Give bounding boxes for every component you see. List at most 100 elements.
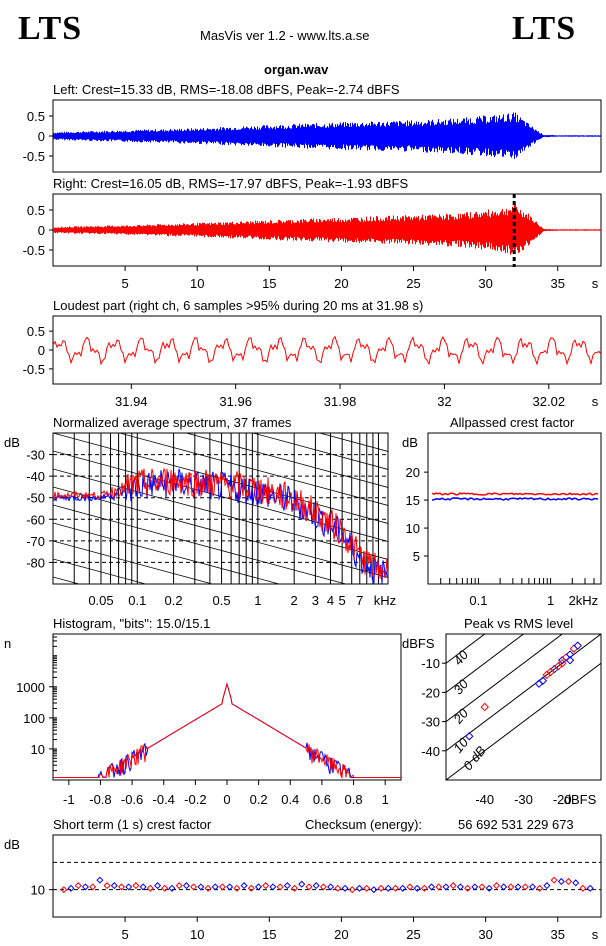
crest-point-right [363,884,371,892]
crest-point-left [399,884,407,892]
slope-line [251,433,388,470]
crest-point-right [89,883,97,891]
spectrum-left [53,468,388,584]
histogram-right [53,682,401,779]
checksum-value: 56 692 531 229 673 [458,817,574,832]
waveform-right [53,204,601,255]
crest-point-right [60,886,68,894]
y-tick-label: 0.5 [27,203,45,218]
x-unit: s [592,927,599,942]
slope-line [53,522,281,584]
y-tick-label: 10 [31,883,45,898]
y-tick-label: -50 [26,491,45,506]
crest-point-left [514,883,522,891]
crest-point-right [550,876,558,884]
y-tick-label: -40 [26,469,45,484]
chart-title: Loudest part (right ch, 6 samples >95% d… [53,298,423,313]
logo-left: LTS [18,10,83,47]
slope-line [53,540,214,584]
crest-point-right [579,884,587,892]
crest-point-right [507,883,515,891]
x-tick-label: 2 [569,593,576,608]
x-tick-label: 32 [437,394,451,409]
x-tick-label: 32.02 [533,394,566,409]
x-tick-label: 15 [262,276,276,291]
x-tick-label: 0.1 [128,593,146,608]
y-tick-label: -70 [26,534,45,549]
crest-point-right [391,884,400,892]
y-tick-label: -0.5 [23,243,45,258]
x-tick-label: -0.4 [153,792,175,807]
x-tick-label: 20 [334,927,348,942]
y-tick-label: 100 [23,711,45,726]
crest-point-right [305,883,313,891]
x-tick-label: -0.2 [184,792,206,807]
x-unit: s [592,276,599,291]
crest-point-left [269,883,277,891]
chart-title: Allpassed crest factor [450,415,575,430]
crest-point-left [500,883,508,891]
x-tick-label: 0.5 [213,593,231,608]
plot-frame [52,834,602,918]
crest-point-left [125,883,133,891]
x-tick-label: 0.1 [469,593,487,608]
crest-point-left [154,882,162,890]
crest-point-right [74,882,82,890]
y-tick-label: -0.5 [23,149,45,164]
crest-point-right [262,882,270,890]
x-tick-label: 35 [551,276,565,291]
x-unit: kHz [374,593,396,608]
peak-rms-point [565,650,575,659]
crest-point-left [254,883,263,891]
peak-rms-point [573,641,582,650]
crest-point-left [81,883,89,891]
crest-point-right [464,884,472,892]
y-tick-label: 10 [31,742,45,757]
crest-point-left [557,877,565,886]
peak-rms-point [558,658,567,668]
peak-rms-point [465,731,474,741]
peak-rms-point [565,656,575,665]
chart-title: Normalized average spectrum, 37 frames [53,415,292,430]
x-tick-label: 31.98 [324,394,357,409]
y-tick-label: -30 [421,715,440,730]
peak-rms-point [569,644,579,653]
y-tick-label: 0.5 [27,109,45,124]
y-unit-label: dB [402,435,418,450]
x-tick-label: 31.94 [115,394,148,409]
peak-rms-point [480,702,489,712]
app-title: MasVis ver 1.2 - www.lts.a.se [200,28,370,43]
slope-line [53,468,388,560]
x-tick-label: 0.05 [88,593,113,608]
y-tick-label: 1000 [16,680,45,695]
peak-rms-point [538,676,548,685]
plot-frame [52,315,602,385]
logo-right: LTS [512,10,577,47]
x-tick-label: 2 [291,593,298,608]
crest-point-left [283,882,291,890]
y-tick-label: -60 [26,512,45,527]
y-tick-label: 0 [38,129,45,144]
crest-point-left [572,879,580,887]
crest-point-right [536,884,544,892]
x-tick-label: -0.8 [89,792,111,807]
crest-point-right [420,884,428,892]
x-tick-label: 15 [262,927,276,942]
x-unit: dBFS [564,792,597,807]
y-tick-label: -10 [421,656,440,671]
file-name: organ.wav [264,62,329,77]
y-tick-label: 15 [406,493,420,508]
chart-title: Short term (1 s) crest factor [53,817,212,832]
crest-right [431,492,599,496]
crest-point-right [521,883,529,891]
x-unit: s [592,394,599,409]
diag-label: 40 [450,647,471,668]
x-tick-label: 3 [312,593,319,608]
crest-point-left [327,883,335,891]
crest-point-left [312,882,320,890]
y-tick-label: 0.5 [27,324,45,339]
crest-point-left [413,884,421,892]
x-tick-label: 20 [334,276,348,291]
x-tick-label: -20 [553,792,572,807]
crest-point-left [528,883,537,891]
